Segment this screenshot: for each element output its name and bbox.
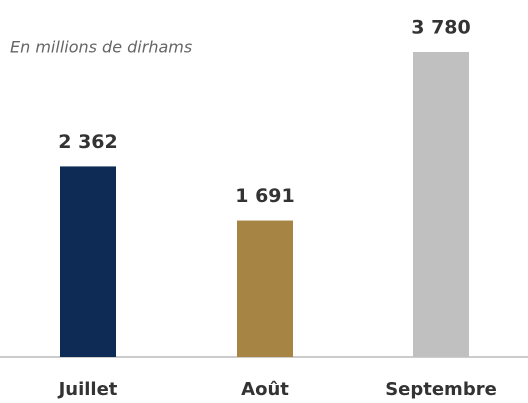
bar <box>413 52 469 357</box>
x-tick-label: Septembre <box>385 379 497 400</box>
bar <box>237 220 293 357</box>
value-label: 1 691 <box>235 185 295 207</box>
bar <box>60 166 116 357</box>
value-label: 2 362 <box>58 131 118 153</box>
chart-subtitle: En millions de dirhams <box>10 38 192 57</box>
value-label: 3 780 <box>411 17 471 39</box>
x-tick-label: Août <box>241 379 289 400</box>
x-tick-label: Juillet <box>57 379 118 400</box>
